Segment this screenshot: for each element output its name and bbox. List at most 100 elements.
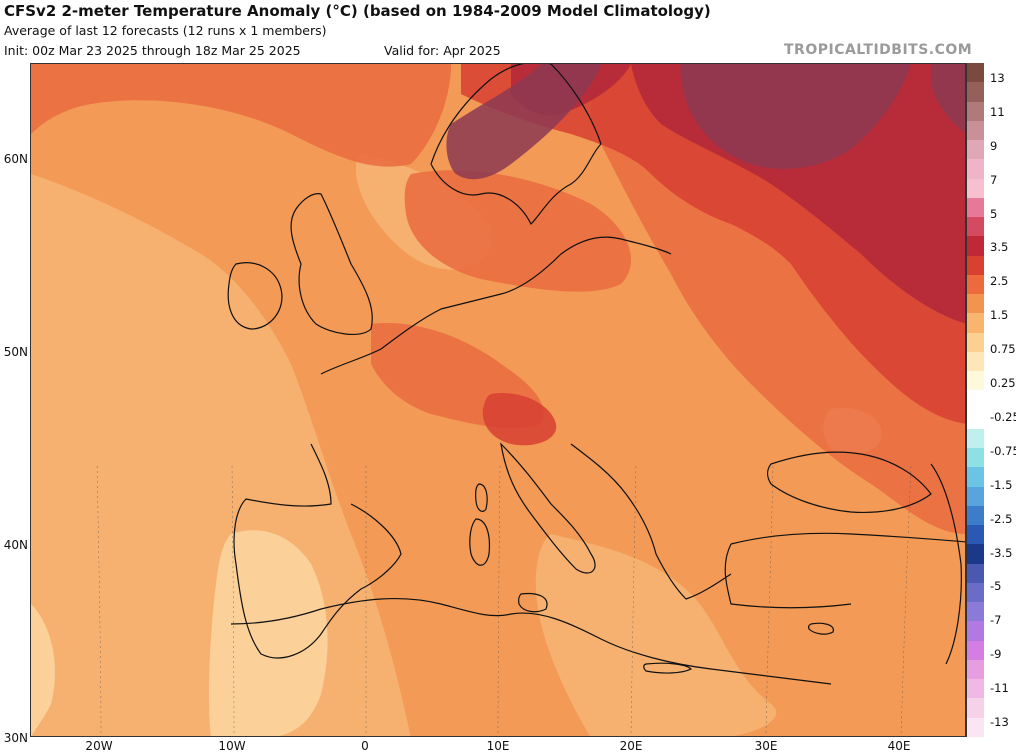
colorbar-label: 5 xyxy=(990,206,998,221)
colorbar-swatch xyxy=(966,486,984,507)
longitude-label: 0 xyxy=(361,739,369,753)
longitude-label: 40E xyxy=(887,739,911,753)
anomaly-region-redorange xyxy=(404,170,631,292)
anomaly-region-maroon xyxy=(446,64,601,180)
latitude-label: 30N xyxy=(3,731,28,745)
colorbar-swatch xyxy=(966,698,984,719)
anomaly-region-light xyxy=(535,534,777,736)
coastline-north-africa xyxy=(230,597,832,685)
graticule-layer xyxy=(96,463,912,736)
coastline-sardinia xyxy=(469,518,491,566)
colorbar-label: 0.75 xyxy=(990,342,1016,357)
coastline-crete xyxy=(643,662,693,674)
colorbar-swatch xyxy=(966,448,984,468)
valid-time-label: Valid for: Apr 2025 xyxy=(384,43,501,58)
longitude-label: 10W xyxy=(218,739,246,753)
colorbar-swatch xyxy=(966,409,984,430)
colorbar-label: -11 xyxy=(990,681,1009,696)
coastline-balkans xyxy=(570,443,732,600)
coastline-britain xyxy=(290,193,373,336)
colorbar-label: -0.25 xyxy=(990,409,1016,424)
colorbar-swatch xyxy=(966,159,984,180)
anomaly-region-maroon xyxy=(680,64,911,169)
colorbar-label: -1.5 xyxy=(990,477,1013,492)
colorbar-swatch xyxy=(966,217,984,237)
colorbar-swatch xyxy=(966,120,984,141)
colorbar-swatch xyxy=(966,582,984,603)
colorbar-swatch xyxy=(966,467,984,488)
colorbar-swatch xyxy=(966,563,984,584)
brand-watermark: TROPICALTIDBITS.COM xyxy=(784,42,973,58)
colorbar-label: -9 xyxy=(990,647,1002,662)
map-canvas xyxy=(31,64,965,736)
coastline-scandinavia xyxy=(430,64,602,226)
colorbar-label: 1.5 xyxy=(990,308,1009,323)
colorbar-label: -13 xyxy=(990,715,1009,729)
latitude-label: 60N xyxy=(3,152,28,166)
coastline-layer xyxy=(227,64,965,685)
colorbar-swatch xyxy=(966,332,984,353)
longitude-label: 30E xyxy=(754,739,778,753)
colorbar-label: 3.5 xyxy=(990,240,1009,255)
colorbar-swatch xyxy=(966,428,984,449)
colorbar-swatch xyxy=(966,313,984,334)
colorbar-swatch xyxy=(966,640,984,661)
graticule-line xyxy=(96,463,102,736)
coastline-iberia xyxy=(233,443,402,659)
colorbar-swatch xyxy=(966,371,984,391)
colorbar-swatch xyxy=(966,236,984,257)
graticule-line xyxy=(630,463,637,736)
colorbar-legend: 13 11 9 7 5 3.5 2.5 1.5 0.75 0.25 -0.25 -0.75 -1.5 -2… xyxy=(966,63,1016,738)
colorbar-swatch xyxy=(966,351,984,372)
colorbar-swatch xyxy=(966,82,984,102)
colorbar-swatch xyxy=(966,178,984,199)
colorbar-swatch xyxy=(966,274,984,295)
longitude-label: 10E xyxy=(486,739,510,753)
colorbar-swatch xyxy=(966,294,984,314)
coastline-continent xyxy=(320,236,672,375)
colorbar-label: 13 xyxy=(990,71,1005,85)
graticule-line xyxy=(765,463,774,736)
colorbar-swatch xyxy=(966,101,984,122)
colorbar-label: -0.75 xyxy=(990,443,1016,458)
colorbar-swatch xyxy=(966,717,984,738)
colorbar-swatch xyxy=(966,390,984,411)
coastline-corsica xyxy=(475,483,488,512)
colorbar-swatch xyxy=(966,659,984,680)
colorbar-swatch xyxy=(966,679,984,699)
coastline-cyprus xyxy=(808,622,834,635)
longitude-label: 20W xyxy=(85,739,113,753)
init-time-label: Init: 00z Mar 23 2025 through 18z Mar 25… xyxy=(4,43,301,58)
colorbar-swatch xyxy=(966,602,984,622)
anomaly-region-pale xyxy=(31,604,55,736)
map-subtitle: Average of last 12 forecasts (12 runs x … xyxy=(4,23,327,38)
coastline-turkey xyxy=(724,532,965,609)
colorbar-swatch xyxy=(966,544,984,565)
colorbar-swatch xyxy=(966,255,984,276)
colorbar-swatch xyxy=(966,140,984,160)
colorbar-label: -5 xyxy=(990,579,1002,594)
longitude-label: 20E xyxy=(619,739,643,753)
coastline-ireland xyxy=(227,262,283,330)
colorbar-label: 0.25 xyxy=(990,376,1016,391)
colorbar-label: -7 xyxy=(990,613,1002,628)
anomaly-region-maroon xyxy=(931,64,965,133)
colorbar-label: 11 xyxy=(990,104,1005,119)
coastline-sicily xyxy=(518,592,548,613)
colorbar-swatch xyxy=(966,505,984,526)
graticule-line xyxy=(231,463,235,736)
colorbar-label: 9 xyxy=(990,138,998,153)
coastline-black-sea xyxy=(767,451,932,513)
colorbar-swatch xyxy=(966,197,984,218)
coastline-italy xyxy=(500,442,596,574)
latitude-label: 50N xyxy=(3,345,28,359)
map-title: CFSv2 2-meter Temperature Anomaly (°C) (… xyxy=(4,2,711,20)
latitude-label: 40N xyxy=(3,538,28,552)
graticule-line xyxy=(900,463,912,736)
colorbar-swatch xyxy=(966,525,984,545)
colorbar-label: 2.5 xyxy=(990,274,1009,289)
anomaly-region-redorange xyxy=(31,64,451,167)
colorbar-swatch xyxy=(966,63,984,83)
anomaly-region-red xyxy=(482,393,557,446)
colorbar-label: 7 xyxy=(990,172,998,187)
